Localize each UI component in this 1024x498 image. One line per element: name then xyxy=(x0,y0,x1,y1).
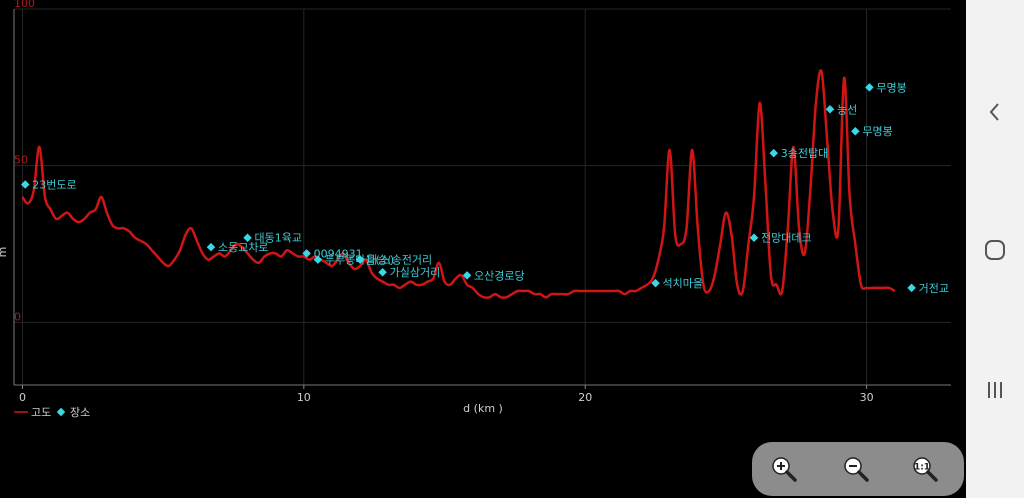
chart-axes xyxy=(13,9,951,389)
place-label: 거전교 xyxy=(919,282,949,295)
zoom-reset-icon: 1:1 xyxy=(913,457,938,482)
place-markers[interactable]: 23번도로소동교차로대동1육교0094931두부동마을(소)대승(송전거리가실삼… xyxy=(21,81,949,295)
zoom-reset-button[interactable]: 1:1 xyxy=(907,451,943,487)
place-marker[interactable]: 거전교 xyxy=(907,282,949,295)
recents-button[interactable] xyxy=(966,360,1024,420)
place-marker[interactable]: 오산경로당 xyxy=(462,269,525,282)
place-diamond xyxy=(302,249,311,258)
place-label: 무명봉 xyxy=(862,125,892,138)
place-marker[interactable]: 석치마을 xyxy=(651,277,703,290)
elevation-chart[interactable]: 0 50 100 0 10 20 30 m d (km ) 23번도로소동교차로대동1육교… xyxy=(0,0,966,498)
place-marker[interactable]: 23번도로 xyxy=(21,178,77,191)
x-axis-label: d (km ) xyxy=(463,402,503,415)
place-diamond xyxy=(851,126,860,136)
place-label: 석치마을 xyxy=(663,277,703,290)
place-diamond xyxy=(749,233,759,242)
legend-label-elevation: 고도 xyxy=(31,406,51,419)
place-label: 가실삼거리 xyxy=(390,266,441,279)
place-label: 오산경로당 xyxy=(474,269,525,282)
place-label: 23번도로 xyxy=(32,178,76,191)
x-tick-label: 20 xyxy=(578,391,592,404)
place-marker[interactable]: 능선 xyxy=(825,103,857,116)
elevation-line xyxy=(21,69,896,299)
x-tick-label: 30 xyxy=(860,391,874,404)
place-label: 소동교차로 xyxy=(218,241,269,254)
zoom-controls: 1:1 xyxy=(752,442,964,496)
place-marker[interactable]: 전망대데크 xyxy=(749,232,812,245)
recents-icon xyxy=(988,382,1002,398)
place-label: 3송전탑대 xyxy=(781,147,828,160)
place-label: 대동1육교 xyxy=(255,232,302,245)
place-label: 전망대데크 xyxy=(761,232,812,245)
system-navigation-bar xyxy=(966,0,1024,498)
place-diamond xyxy=(825,105,835,114)
zoom-in-icon xyxy=(772,457,797,482)
chart-legend: 고도 장소 xyxy=(14,406,90,419)
place-diamond xyxy=(355,255,365,264)
place-diamond xyxy=(243,233,252,242)
y-tick-label: 50 xyxy=(14,154,28,167)
place-marker[interactable]: 대동1육교 xyxy=(243,232,302,245)
back-icon xyxy=(989,103,999,121)
place-diamond xyxy=(378,267,387,277)
legend-label-place: 장소 xyxy=(70,406,90,419)
home-icon xyxy=(985,240,1005,260)
elevation-series xyxy=(21,69,896,299)
place-label: 대승(송전거리 xyxy=(367,254,432,267)
zoom-in-button[interactable] xyxy=(766,451,802,487)
home-button[interactable] xyxy=(966,220,1024,280)
place-diamond xyxy=(462,271,472,280)
zoom-out-button[interactable] xyxy=(838,451,874,487)
place-marker[interactable]: 0094931 xyxy=(302,247,363,260)
legend-marker-swatch xyxy=(56,407,66,417)
place-marker[interactable]: 무명봉 xyxy=(865,81,907,94)
x-tick-label: 0 xyxy=(19,391,26,404)
place-diamond xyxy=(907,283,916,293)
back-button[interactable] xyxy=(966,82,1024,142)
x-tick-labels: 0 10 20 30 xyxy=(19,391,874,404)
svg-text:1:1: 1:1 xyxy=(914,463,930,473)
place-diamond xyxy=(206,242,216,252)
x-tick-label: 10 xyxy=(297,391,311,404)
y-tick-label: 0 xyxy=(14,310,21,323)
place-marker[interactable]: 가실삼거리 xyxy=(378,266,440,279)
y-tick-labels: 0 50 100 xyxy=(14,0,35,323)
place-diamond xyxy=(313,255,323,264)
place-marker[interactable]: 대승(송전거리 xyxy=(355,254,432,267)
y-tick-label: 100 xyxy=(14,0,35,10)
y-axis-label: m xyxy=(0,247,9,258)
place-marker[interactable]: 3송전탑대 xyxy=(769,147,828,160)
place-marker[interactable]: 무명봉 xyxy=(851,125,893,138)
place-diamond xyxy=(651,278,660,288)
zoom-out-icon xyxy=(844,457,869,482)
place-label: 능선 xyxy=(837,103,857,116)
place-label: 무명봉 xyxy=(876,81,906,94)
place-label: 0094931 xyxy=(314,247,363,260)
place-marker[interactable]: 소동교차로 xyxy=(206,241,269,254)
place-diamond xyxy=(769,148,778,158)
